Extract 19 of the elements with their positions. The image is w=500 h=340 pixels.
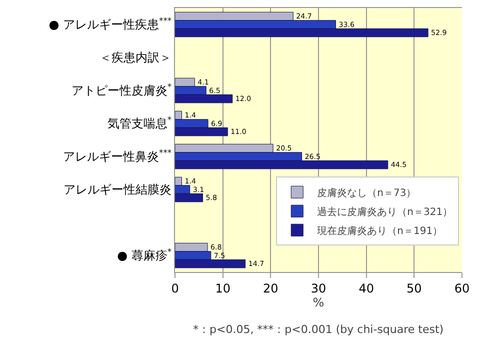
y-tick-label: アトピー性皮膚炎$^{*}$ [71,82,172,98]
x-tick-label: 40 [358,281,374,296]
x-tick-label: 60 [454,281,470,296]
legend-label: 皮膚炎なし（n＝73） [317,187,416,199]
text: *：p<0.05, ***：p<0.001 (by chi-square test) [193,323,444,336]
y-tick-label: 気管支喘息$^{*}$ [107,114,172,131]
y-tick-label: アレルギー性鼻炎$^{***}$ [63,148,172,164]
x-tick-label: 20 [263,281,278,296]
x-tick-label: 10 [215,281,230,296]
y-tick-label: ＜疾患内訳＞ [100,50,172,65]
y-tick-label: ● 蕁麻疹$^{*}$ [117,246,172,263]
legend-label: 過去に皮膚炎あり（n＝321） [317,206,453,218]
x-tick-label: 50 [406,281,422,296]
x-tick-label: 0 [171,281,179,296]
x-tick-label: 30 [310,281,326,296]
x-axis-title: % [312,295,324,310]
legend-label: 現在皮膚炎あり（n＝191） [317,225,443,237]
y-tick-label: ● アレルギー性疾患$^{***}$ [48,16,172,32]
y-tick-label: アレルギー性結膜炎 [64,182,172,197]
